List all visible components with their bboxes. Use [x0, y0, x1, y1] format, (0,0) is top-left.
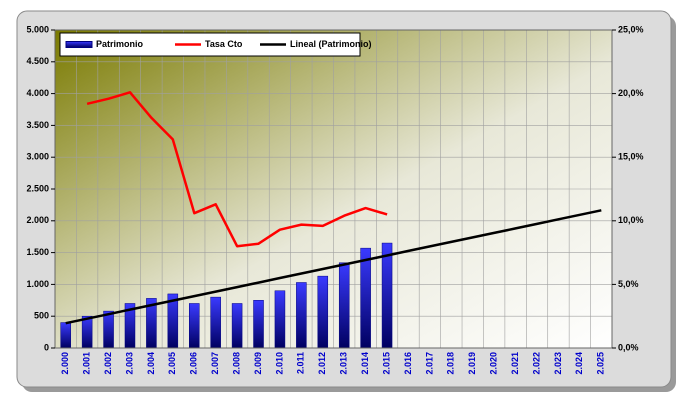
x-tick-label: 2.007	[210, 352, 220, 375]
x-tick-label: 2.020	[489, 352, 499, 375]
x-tick-label: 2.002	[103, 352, 113, 375]
x-tick-label: 2.005	[167, 352, 177, 375]
y-tick-label: 1.500	[26, 247, 49, 257]
y-tick-label: 2.500	[26, 183, 49, 193]
x-tick-label: 2.003	[124, 352, 134, 375]
y2-tick-label: 15,0%	[618, 152, 644, 162]
legend-label: Patrimonio	[96, 39, 144, 49]
bar	[360, 247, 371, 349]
x-tick-label: 2.018	[446, 352, 456, 375]
y2-tick-label: 5,0%	[618, 279, 639, 289]
y2-tick-label: 20,0%	[618, 88, 644, 98]
x-tick-label: 2.006	[189, 352, 199, 375]
bar	[231, 303, 243, 349]
bar	[103, 310, 114, 349]
x-tick-label: 2.013	[339, 352, 349, 375]
y-tick-label: 0	[44, 342, 49, 352]
bar	[381, 242, 393, 349]
legend	[59, 32, 361, 57]
x-tick-label: 2.017	[424, 352, 434, 375]
x-tick-label: 2.022	[531, 352, 541, 375]
bar	[60, 322, 71, 349]
x-tick-label: 2.025	[596, 352, 606, 375]
y-tick-label: 3.000	[26, 152, 49, 162]
bar	[317, 275, 329, 349]
line	[65, 209, 602, 325]
x-tick-label: 2.016	[403, 352, 413, 375]
legend-label: Tasa Cto	[205, 39, 243, 49]
bar	[210, 296, 221, 349]
x-tick-label: 2.004	[146, 352, 156, 375]
x-tick-label: 2.024	[574, 352, 584, 375]
x-tick-label: 2.012	[317, 352, 327, 375]
x-tick-label: 2.010	[274, 352, 284, 375]
y2-tick-label: 0,0%	[618, 342, 639, 352]
bar	[274, 290, 286, 349]
x-tick-label: 2.001	[82, 352, 92, 375]
x-tick-label: 2.021	[510, 352, 520, 375]
bar	[296, 282, 307, 349]
x-tick-label: 2.011	[296, 352, 306, 374]
line	[86, 91, 388, 248]
bar	[338, 262, 350, 349]
x-tick-label: 2.000	[60, 352, 70, 375]
y2-tick-label: 25,0%	[618, 24, 644, 34]
x-tick-label: 2.023	[553, 352, 563, 375]
x-tick-label: 2.009	[253, 352, 263, 375]
x-tick-label: 2.015	[381, 352, 391, 375]
bar	[189, 303, 200, 349]
y-tick-label: 4.000	[26, 88, 49, 98]
bar	[81, 315, 93, 349]
y-tick-label: 4.500	[26, 56, 49, 66]
bar	[253, 300, 264, 349]
y-tick-label: 1.000	[26, 279, 49, 289]
legend-label: Lineal (Patrimonio)	[290, 39, 372, 49]
x-tick-label: 2.008	[231, 352, 241, 375]
y2-tick-label: 10,0%	[618, 215, 644, 225]
legend-swatch	[65, 41, 93, 48]
y-tick-label: 500	[34, 311, 49, 321]
y-tick-label: 5.000	[26, 24, 49, 34]
x-tick-label: 2.014	[360, 352, 370, 375]
x-tick-label: 2.019	[467, 352, 477, 375]
y-tick-label: 3.500	[26, 120, 49, 130]
y-tick-label: 2.000	[26, 215, 49, 225]
